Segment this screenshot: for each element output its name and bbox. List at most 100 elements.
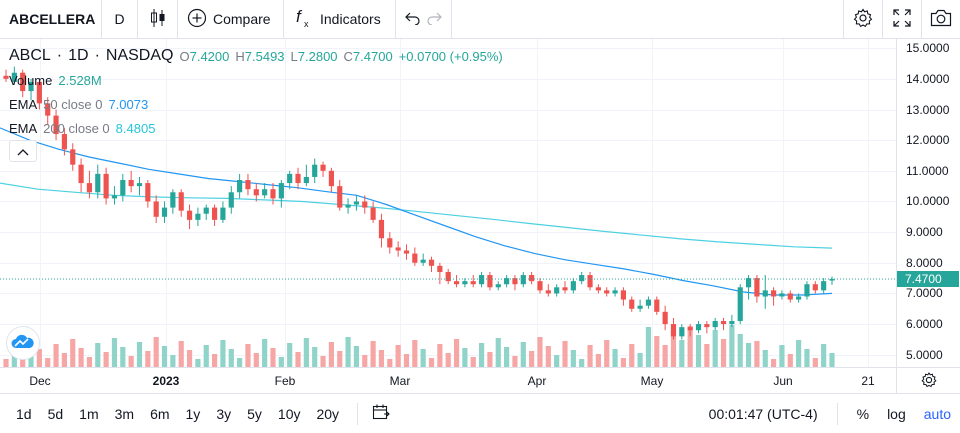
volume-bar xyxy=(45,358,51,367)
candle-body xyxy=(487,275,493,288)
range-20y[interactable]: 20y xyxy=(316,405,340,422)
toolbar-right xyxy=(843,0,960,38)
volume-value: 2.528M xyxy=(58,72,102,88)
undo-icon[interactable] xyxy=(404,11,421,28)
symbol-search[interactable]: ABCELLERA xyxy=(0,0,102,38)
compare-button[interactable]: Compare xyxy=(178,0,284,38)
candle-body xyxy=(211,207,218,220)
range-1y[interactable]: 1y xyxy=(185,405,201,422)
range-5d[interactable]: 5d xyxy=(47,405,64,422)
svg-text:f: f xyxy=(296,7,303,26)
range-10y[interactable]: 10y xyxy=(277,405,301,422)
tradingview-logo[interactable] xyxy=(6,326,40,360)
price-tick-label: 6.0000 xyxy=(906,317,943,332)
legend-collapse-button[interactable] xyxy=(9,140,37,162)
auto-toggle[interactable]: auto xyxy=(923,406,951,422)
legend-low: L7.2800 xyxy=(290,48,338,64)
volume-bar xyxy=(36,349,42,367)
compare-label: Compare xyxy=(213,11,271,27)
range-6m[interactable]: 6m xyxy=(150,405,170,422)
settings-button[interactable] xyxy=(843,0,882,38)
volume-bar xyxy=(779,345,785,367)
range-5y[interactable]: 5y xyxy=(247,405,262,422)
volume-bar xyxy=(253,353,259,367)
candle-body xyxy=(103,173,109,199)
candle-body xyxy=(512,278,518,285)
time-tick-label: 2023 xyxy=(152,374,180,388)
volume-bar xyxy=(729,325,735,367)
volume-bar xyxy=(629,344,635,367)
settings-icon xyxy=(853,8,873,31)
candle-body xyxy=(253,189,259,196)
volume-bar xyxy=(796,340,802,367)
timezone-clock[interactable]: 00:01:47 (UTC-4) xyxy=(708,406,818,422)
volume-bar xyxy=(745,343,752,367)
range-3m[interactable]: 3m xyxy=(114,405,135,422)
time-axis[interactable]: Dec 2023 Feb Mar Apr May Jun 21 xyxy=(0,367,960,394)
chart-pane[interactable] xyxy=(0,39,896,367)
legend-ema200-row[interactable]: EMA 200 close 0 8.4805 xyxy=(9,116,503,140)
percent-toggle[interactable]: % xyxy=(856,406,870,422)
legend-ema50-row[interactable]: EMA 50 close 0 7.0073 xyxy=(9,92,503,116)
candle-body xyxy=(829,279,835,281)
candle-body xyxy=(712,321,718,328)
gear-icon xyxy=(920,371,937,391)
price-chart[interactable] xyxy=(0,39,896,367)
price-tick-label: 15.0000 xyxy=(906,41,950,56)
candle-body xyxy=(462,281,468,285)
log-toggle[interactable]: log xyxy=(887,406,906,422)
interval-selector[interactable]: D xyxy=(102,0,138,38)
candle-body xyxy=(20,72,26,92)
candle-body xyxy=(629,299,635,309)
candle-body xyxy=(370,207,376,220)
volume-bar xyxy=(262,339,268,367)
ema200-label: EMA xyxy=(9,120,38,136)
chart-type-button[interactable] xyxy=(138,0,178,38)
range-3y[interactable]: 3y xyxy=(216,405,232,422)
candle-body xyxy=(362,201,368,208)
volume-bar xyxy=(679,340,685,367)
volume-bar xyxy=(520,342,526,367)
legend-volume-row[interactable]: Volume 2.528M xyxy=(9,68,503,92)
candle-body xyxy=(470,281,476,285)
ema50-line xyxy=(0,127,833,296)
volume-bar xyxy=(637,353,643,367)
axis-settings-button[interactable] xyxy=(896,368,960,394)
volume-bar xyxy=(754,341,760,367)
range-1m[interactable]: 1m xyxy=(79,405,99,422)
candle-body xyxy=(228,192,234,208)
candle-body xyxy=(595,287,601,291)
candle-body xyxy=(645,299,652,306)
volume-bar xyxy=(211,354,218,367)
candles-icon xyxy=(149,8,167,31)
divider xyxy=(836,403,838,425)
fullscreen-button[interactable] xyxy=(882,0,921,38)
candle-body xyxy=(278,183,284,199)
candle-body xyxy=(687,327,693,331)
candle-body xyxy=(762,290,768,297)
volume-bar xyxy=(195,359,201,367)
candle-body xyxy=(720,321,727,325)
volume-bar xyxy=(278,357,284,367)
screenshot-button[interactable] xyxy=(921,0,960,38)
candle-body xyxy=(779,293,785,297)
candle-body xyxy=(670,324,677,337)
volume-bar xyxy=(612,349,618,367)
volume-bar xyxy=(228,349,234,367)
candle-body xyxy=(262,189,268,196)
undo-redo-group xyxy=(396,0,452,38)
volume-bar xyxy=(662,345,668,367)
volume-bar xyxy=(495,338,501,367)
fullscreen-icon xyxy=(893,8,911,30)
time-tick-label: Feb xyxy=(274,374,296,388)
volume-bar xyxy=(303,338,309,367)
range-1d[interactable]: 1d xyxy=(16,405,32,422)
volume-bar xyxy=(478,343,485,367)
candle-body xyxy=(620,290,627,300)
volume-bar xyxy=(95,343,101,367)
goto-date-button[interactable] xyxy=(368,404,394,423)
price-axis[interactable]: 7.4700 15.0000 14.0000 13.0000 12.0000 11.00… xyxy=(896,39,960,367)
redo-icon[interactable] xyxy=(426,11,443,28)
